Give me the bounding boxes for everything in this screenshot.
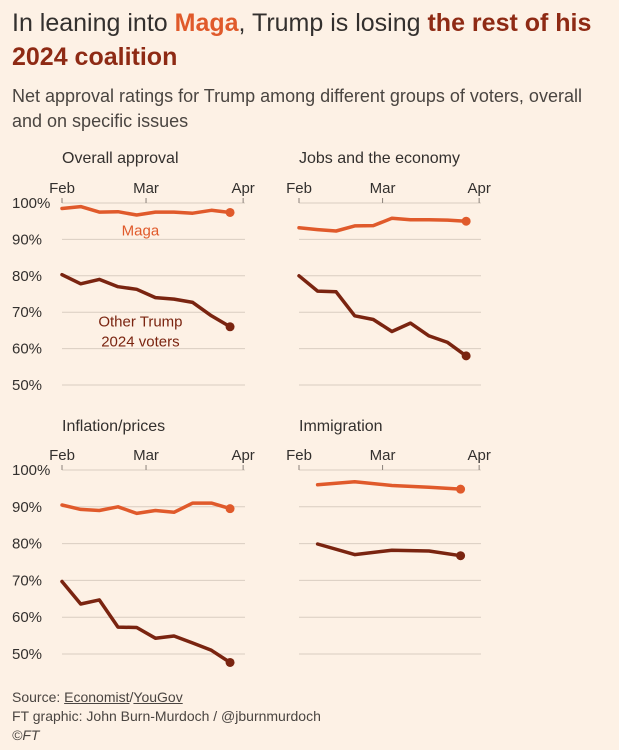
source-link-yougov[interactable]: YouGov <box>133 689 183 705</box>
panel-title: Overall approval <box>62 150 179 167</box>
x-tick-label: Apr <box>231 447 254 464</box>
maga-end-point <box>461 216 471 226</box>
chart-title: In leaning into Maga, Trump is losing th… <box>12 6 612 74</box>
other-trump-voters-end-point <box>225 322 235 332</box>
x-tick-label: Apr <box>231 180 254 197</box>
x-tick-label: Mar <box>133 180 159 197</box>
maga-series-line <box>60 501 232 516</box>
y-tick-label: 50% <box>12 377 42 394</box>
x-tick-label: Feb <box>286 447 312 464</box>
title-coalition-highlight: the rest of his 2024 coalition <box>12 9 592 71</box>
x-tick-label: Mar <box>133 447 159 464</box>
title-part2: , Trump is losing <box>238 9 428 37</box>
source-line: Source: Economist/YouGov <box>12 688 321 707</box>
y-tick-label: 60% <box>12 341 42 358</box>
x-tick-label: Feb <box>49 180 75 197</box>
y-tick-label: 100% <box>12 195 50 212</box>
maga-end-point <box>456 484 466 494</box>
x-tick-label: Feb <box>286 180 312 197</box>
other-trump-voters-series-line <box>60 579 232 665</box>
maga-series-line <box>315 480 463 491</box>
footer: Source: Economist/YouGov FT graphic: Joh… <box>12 688 321 745</box>
y-tick-label: 100% <box>12 462 50 479</box>
y-tick-label: 70% <box>12 304 42 321</box>
title-part1: In leaning into <box>12 9 175 37</box>
other-trump-voters-end-point <box>461 351 471 361</box>
y-tick-label: 80% <box>12 536 42 553</box>
panel-title: Jobs and the economy <box>299 150 460 167</box>
maga-series-line <box>60 204 232 217</box>
other-trump-voters-series-line <box>297 274 468 358</box>
title-maga-highlight: Maga <box>174 9 239 37</box>
y-tick-label: 50% <box>12 646 42 663</box>
source-separator: / <box>129 689 134 705</box>
other-voters-label-line2: 2024 voters <box>101 333 179 350</box>
other-trump-voters-series-line <box>315 542 463 558</box>
x-tick-label: Mar <box>370 447 396 464</box>
y-tick-label: 90% <box>12 499 42 516</box>
other-trump-voters-series-line <box>60 272 232 329</box>
other-voters-label-line1: Other Trump <box>98 313 182 330</box>
chart-subtitle: Net approval ratings for Trump among dif… <box>12 86 582 131</box>
source-prefix: Source: <box>12 689 65 705</box>
x-tick-label: Apr <box>467 180 490 197</box>
maga-end-point <box>225 207 235 217</box>
maga-series-line <box>297 216 468 233</box>
source-link-economist[interactable]: Economist <box>64 689 130 705</box>
maga-series-label: Maga <box>122 222 160 239</box>
other-trump-voters-end-point <box>225 657 235 667</box>
y-tick-label: 60% <box>12 609 42 626</box>
graphic-credit: FT graphic: John Burn-Murdoch / @jburnmu… <box>12 708 321 724</box>
other-trump-voters-end-point <box>456 551 466 561</box>
y-tick-label: 70% <box>12 572 42 589</box>
x-tick-label: Feb <box>49 447 75 464</box>
y-tick-label: 80% <box>12 268 42 285</box>
y-tick-label: 90% <box>12 231 42 248</box>
maga-end-point <box>225 504 235 514</box>
x-tick-label: Mar <box>370 180 396 197</box>
panel-title: Inflation/prices <box>62 418 165 435</box>
x-tick-label: Apr <box>467 447 490 464</box>
panel-title: Immigration <box>299 418 383 435</box>
ft-copyright: ©FT <box>12 727 40 743</box>
